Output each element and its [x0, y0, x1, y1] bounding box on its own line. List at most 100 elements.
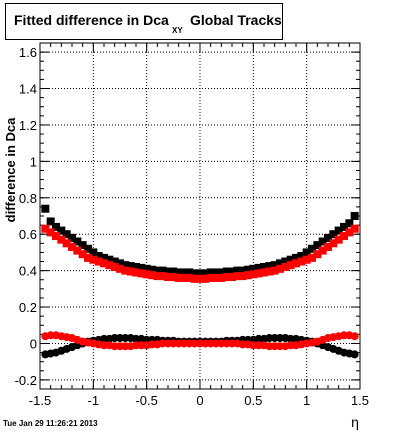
data-point [340, 222, 348, 231]
y-tick-label: 0.6 [19, 227, 37, 242]
data-point [244, 265, 252, 274]
data-point [68, 242, 76, 251]
data-point [148, 271, 156, 280]
data-point [324, 242, 332, 251]
data-point [52, 232, 60, 241]
series-1 [41, 224, 359, 283]
y-tick-label: 1.2 [19, 118, 37, 133]
data-point [94, 252, 103, 261]
data-point [110, 262, 119, 271]
data-point [345, 219, 354, 228]
data-point [116, 259, 124, 268]
data-point [260, 268, 268, 277]
data-point [52, 222, 60, 231]
y-axis-label: difference in Dca [3, 117, 18, 223]
data-point [121, 261, 130, 270]
data-point [105, 255, 114, 264]
data-point [276, 259, 284, 268]
data-point [132, 262, 140, 271]
data-point [286, 261, 295, 270]
x-tick-label: -1.5 [29, 393, 51, 408]
y-tick-label: 0 [30, 336, 37, 351]
data-point [190, 274, 199, 283]
data-point [190, 269, 199, 278]
chart-title: Fitted difference in Dca [14, 12, 169, 28]
data-point [94, 257, 103, 266]
data-point [212, 268, 220, 277]
data-point [153, 266, 162, 275]
data-point [281, 257, 290, 266]
data-point [334, 235, 343, 244]
x-tick-label: -0.5 [135, 393, 157, 408]
data-point [318, 237, 327, 246]
y-tick-label: 0.2 [19, 300, 37, 315]
data-point [249, 270, 258, 279]
x-tick-label: -1 [88, 393, 100, 408]
data-point [238, 266, 247, 275]
data-point [222, 267, 231, 276]
data-point [137, 269, 146, 278]
y-tick-label: 1.6 [19, 45, 37, 60]
x-tick-label: 0.5 [244, 393, 262, 408]
x-tick-label: 1.5 [351, 393, 369, 408]
data-point [164, 273, 172, 282]
data-point [329, 239, 338, 248]
data-point [73, 246, 82, 255]
data-point [41, 224, 50, 233]
data-point [41, 204, 50, 213]
data-point [185, 273, 194, 282]
x-tick-label: 1 [303, 393, 310, 408]
data-point [228, 267, 236, 276]
data-point [249, 264, 258, 273]
data-point [297, 252, 306, 261]
data-point [57, 226, 66, 235]
data-point [350, 224, 359, 233]
data-point [270, 266, 279, 275]
ticks [39, 43, 361, 389]
y-tick-label: 0.4 [19, 264, 37, 279]
data-point [132, 268, 140, 277]
tick-labels: -1.5 -1 -0.5 0 0.5 1 1.5 -0.2 0 0.2 0.4 0.6 0.8 1 1.2 1… [15, 45, 369, 408]
data-point [206, 268, 215, 277]
data-point [174, 273, 183, 282]
data-point [260, 262, 268, 271]
data-point [62, 230, 71, 239]
data-point [222, 273, 231, 282]
data-point [126, 262, 135, 271]
data-point [100, 259, 108, 268]
chart-title-suffix: Global Tracks [190, 12, 282, 28]
data-point [281, 262, 290, 271]
data-point [350, 350, 359, 359]
data-point [233, 266, 242, 275]
data-point [158, 266, 167, 275]
data-point [345, 228, 354, 237]
data-point [153, 272, 162, 281]
data-point [350, 212, 359, 220]
data-point [174, 268, 183, 277]
data-point [110, 257, 119, 266]
data-point [265, 262, 274, 271]
x-axis-label: η [351, 414, 359, 430]
data-point [238, 272, 247, 281]
data-point [84, 244, 92, 253]
data-point [180, 273, 188, 282]
y-tick-label: 1 [30, 154, 37, 169]
data-point [121, 266, 130, 275]
data-point [217, 273, 226, 282]
data-point [169, 273, 178, 282]
data-point [142, 270, 151, 279]
data-point [308, 244, 316, 253]
y-tick-label: -0.2 [15, 373, 37, 388]
data-point [265, 267, 274, 276]
series-3 [41, 331, 359, 351]
data-point [105, 261, 114, 270]
data-point [297, 257, 306, 266]
data-point [142, 264, 151, 273]
data-point [254, 269, 263, 278]
data-point [254, 263, 263, 272]
data-point [302, 248, 311, 257]
data-point [212, 273, 220, 282]
data-point [276, 264, 284, 273]
data-point [46, 217, 55, 226]
data-point [292, 259, 300, 268]
